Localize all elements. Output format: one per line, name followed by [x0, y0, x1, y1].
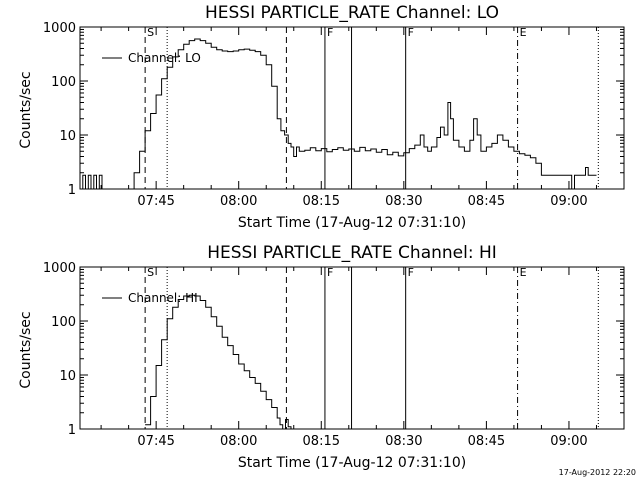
y-axis-label-lo: Counts/sec — [18, 71, 34, 148]
x-tick-label: 07:45 — [137, 434, 174, 449]
x-tick-label: 07:45 — [137, 194, 174, 209]
series-line-hi — [145, 294, 292, 430]
panel-lo: HESSI PARTICLE_RATE Channel: LO Counts/s… — [18, 3, 625, 231]
y-tick-label: 10 — [59, 129, 76, 144]
plot-frame-lo — [79, 26, 625, 190]
x-tick-label: 09:00 — [550, 194, 587, 209]
x-axis-label-hi: Start Time (17-Aug-12 07:31:10) — [238, 455, 466, 471]
footer-timestamp: 17-Aug-2012 22:20 — [559, 468, 636, 477]
event-marker-label: F — [408, 266, 414, 279]
panel-hi: HESSI PARTICLE_RATE Channel: HI Counts/s… — [18, 243, 625, 471]
x-tick-label: 08:15 — [303, 434, 340, 449]
chart-title-lo: HESSI PARTICLE_RATE Channel: LO — [205, 3, 499, 23]
y-tick-label: 1000 — [43, 261, 76, 276]
event-marker-label: E — [520, 26, 527, 39]
series-line-lo — [80, 38, 597, 190]
x-axis-label-lo: Start Time (17-Aug-12 07:31:10) — [238, 215, 466, 231]
x-tick-label: 08:30 — [385, 434, 422, 449]
event-marker-label: E — [520, 266, 527, 279]
event-marker-label: S — [147, 26, 154, 39]
event-marker-label: F — [327, 26, 333, 39]
y-axis-label-hi: Counts/sec — [18, 311, 34, 388]
x-tick-label: 08:00 — [220, 434, 257, 449]
y-tick-label: 10 — [59, 369, 76, 384]
event-marker-label: S — [147, 266, 154, 279]
chart-title-hi: HESSI PARTICLE_RATE Channel: HI — [207, 243, 497, 263]
y-tick-label: 100 — [51, 75, 76, 90]
x-tick-label: 08:45 — [468, 194, 505, 209]
legend-label: Channel: HI — [128, 291, 198, 305]
y-tick-label: 100 — [51, 315, 76, 330]
y-tick-label: 1 — [68, 183, 76, 198]
legend-label: Channel: LO — [128, 51, 201, 65]
x-tick-label: 09:00 — [550, 434, 587, 449]
x-tick-label: 08:45 — [468, 434, 505, 449]
event-marker-label: F — [408, 26, 414, 39]
plot-frame-hi — [79, 266, 625, 430]
y-tick-label: 1 — [68, 423, 76, 438]
x-tick-label: 08:30 — [385, 194, 422, 209]
y-tick-label: 1000 — [43, 21, 76, 36]
x-tick-label: 08:15 — [303, 194, 340, 209]
event-marker-label: F — [327, 266, 333, 279]
x-tick-label: 08:00 — [220, 194, 257, 209]
